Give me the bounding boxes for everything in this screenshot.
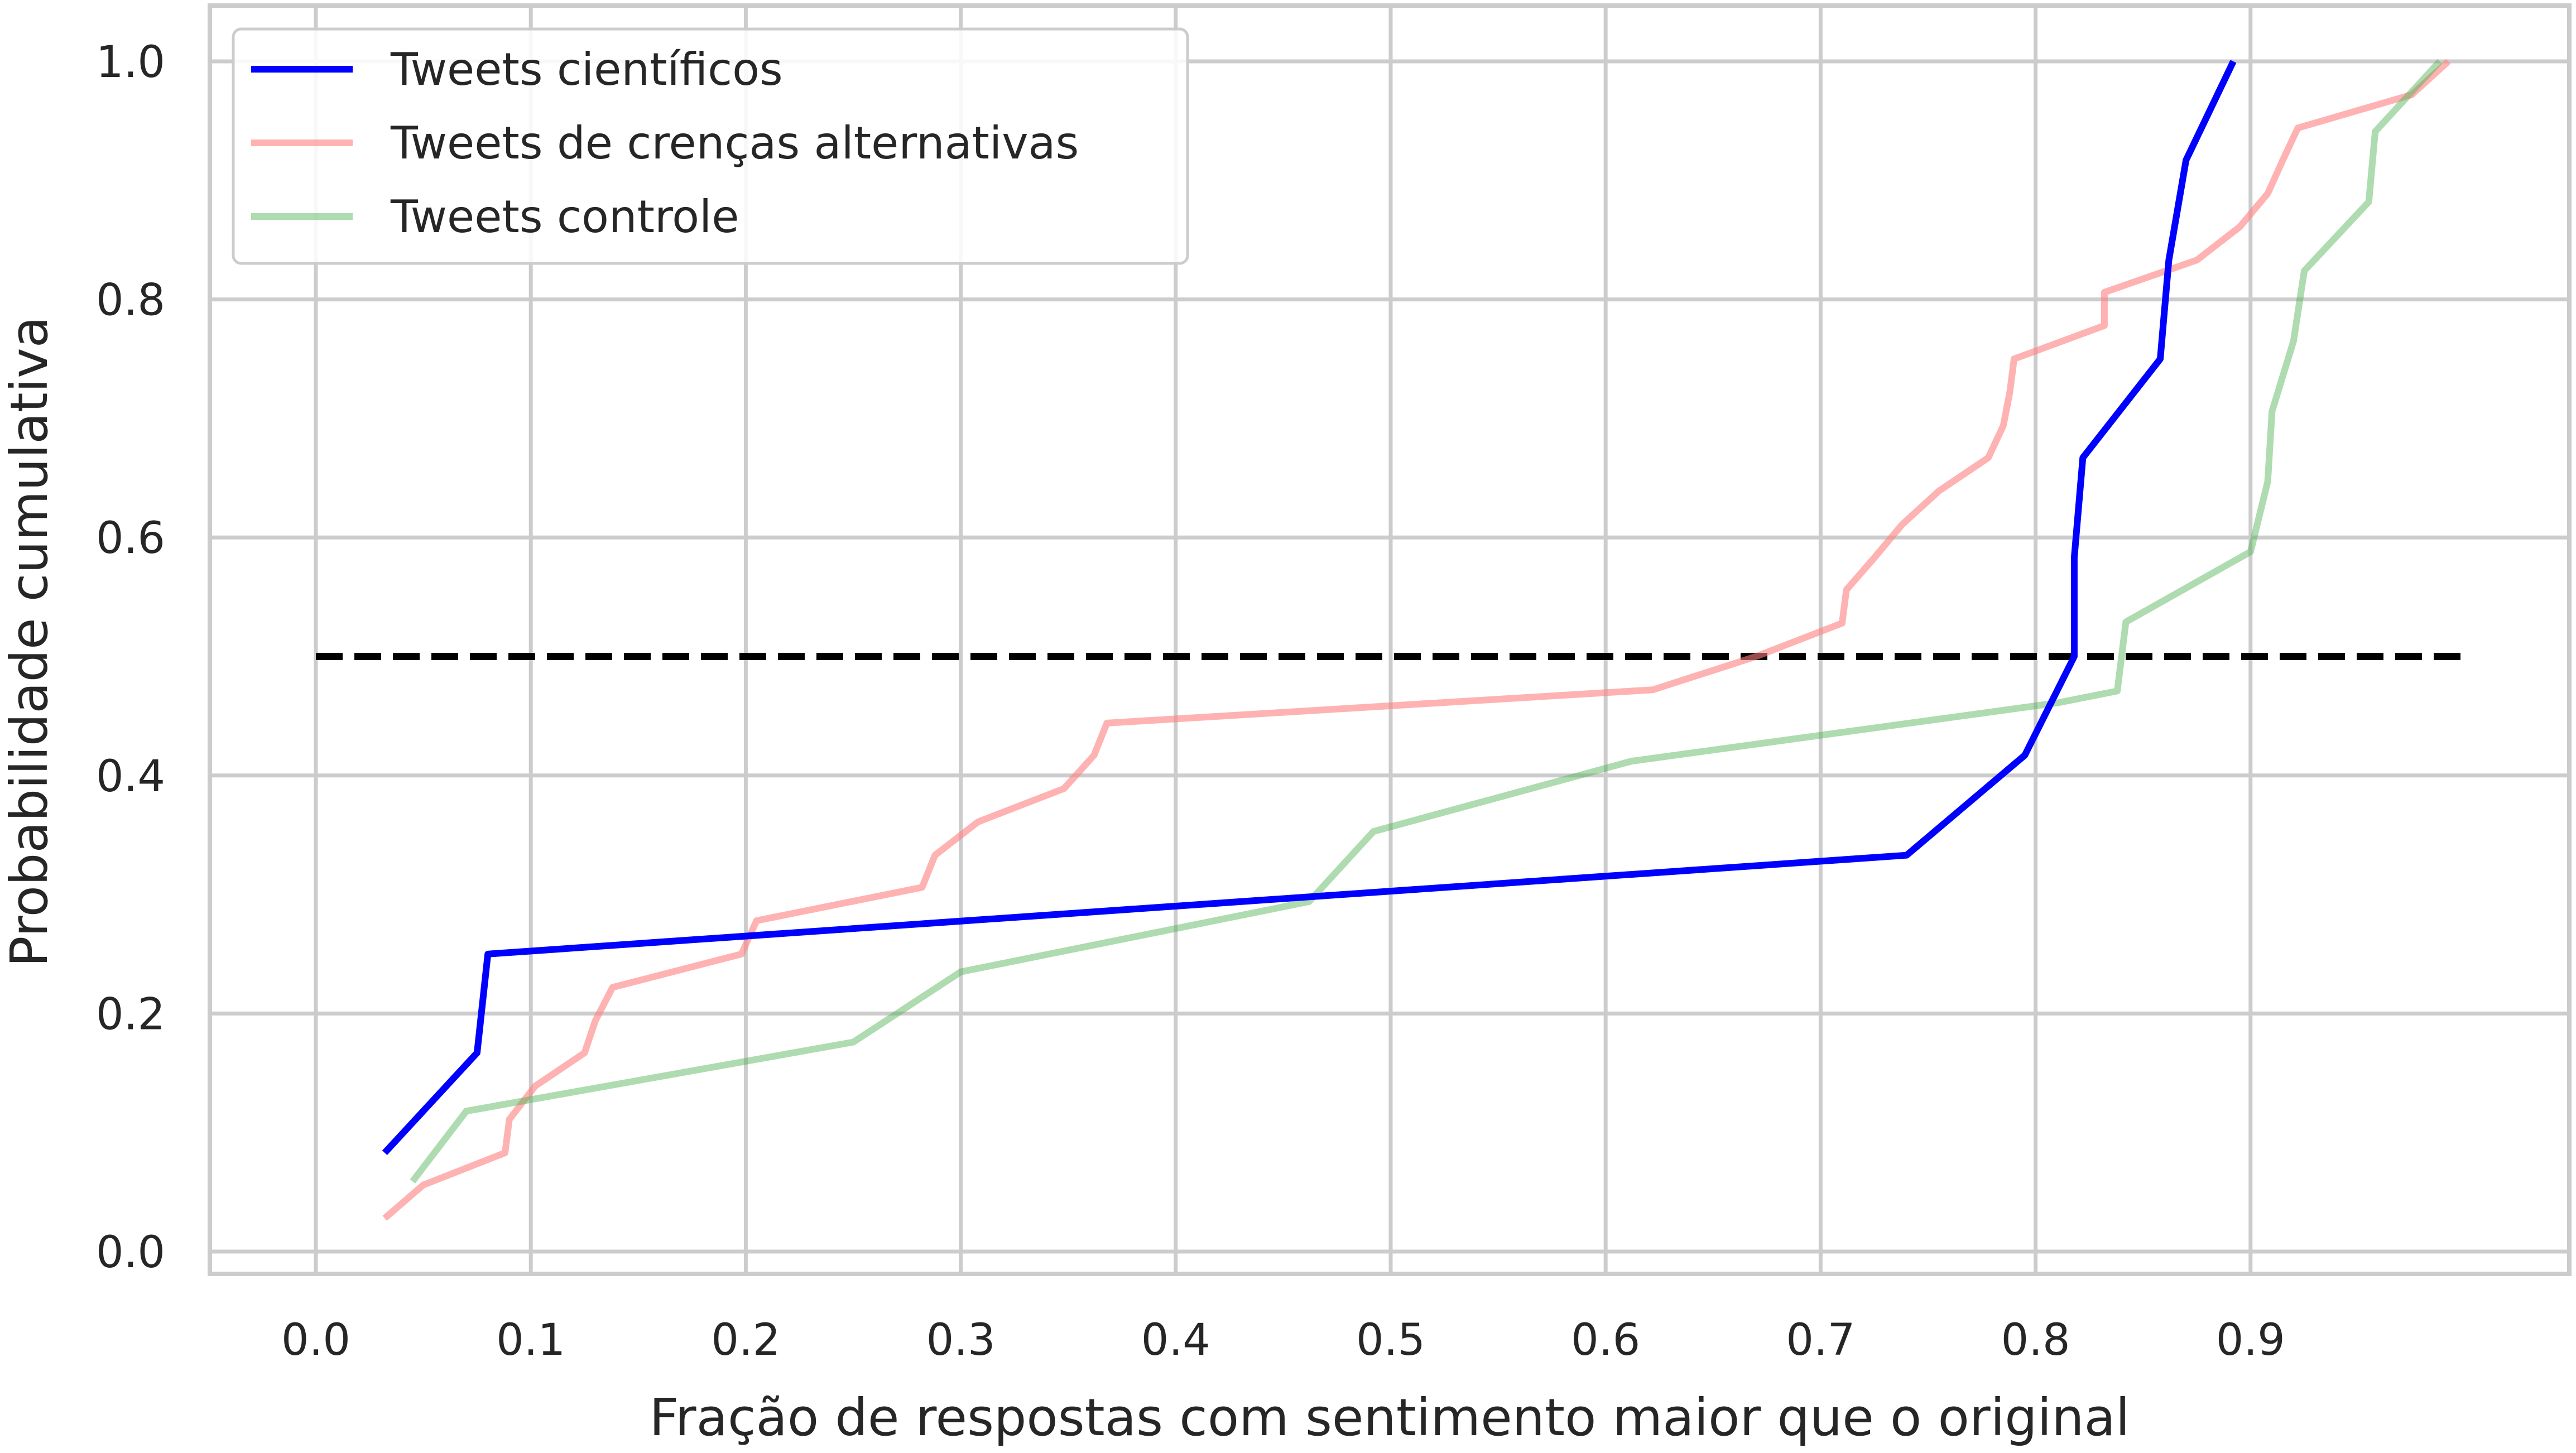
x-tick-label: 0.6 xyxy=(1571,1315,1640,1365)
x-tick-label: 0.4 xyxy=(1141,1315,1210,1365)
tick-labels: 0.0 0.1 0.2 0.3 0.4 0.5 0.6 0.7 0.8 0.9 0.0 0.2 0.4 0… xyxy=(96,37,2285,1365)
series-layer xyxy=(382,59,2451,1221)
grid xyxy=(210,6,2569,1274)
y-tick-label: 1.0 xyxy=(96,37,165,88)
x-tick-label: 0.5 xyxy=(1356,1315,1425,1365)
y-tick-label: 0.6 xyxy=(96,513,165,564)
legend-box xyxy=(232,27,1189,265)
y-tick-label: 0.0 xyxy=(96,1228,165,1278)
x-tick-label: 0.7 xyxy=(1786,1315,1855,1365)
legend: Tweets científicos Tweets de crenças alte… xyxy=(232,27,1189,265)
x-tick-label: 0.9 xyxy=(2216,1315,2285,1365)
legend-label: Tweets científicos xyxy=(390,44,783,95)
x-tick-label: 0.3 xyxy=(926,1315,996,1365)
y-tick-label: 0.4 xyxy=(96,752,165,802)
legend-label: Tweets controle xyxy=(390,191,739,243)
y-tick-label: 0.8 xyxy=(96,276,165,326)
y-axis-title: Probabilidade cumulativa xyxy=(0,316,59,967)
series-line-3 xyxy=(410,59,2443,1183)
series-line-2 xyxy=(382,59,2451,1221)
x-tick-label: 0.8 xyxy=(2001,1315,2070,1365)
x-tick-label: 0.1 xyxy=(496,1315,565,1365)
x-tick-label: 0.2 xyxy=(711,1315,780,1365)
legend-label: Tweets de crenças alternativas xyxy=(390,117,1079,169)
series-line-1 xyxy=(382,60,2237,1156)
x-axis-title: Fração de respostas com sentimento maior… xyxy=(650,1388,2130,1447)
x-tick-label: 0.0 xyxy=(281,1315,350,1365)
y-tick-label: 0.2 xyxy=(96,989,165,1040)
